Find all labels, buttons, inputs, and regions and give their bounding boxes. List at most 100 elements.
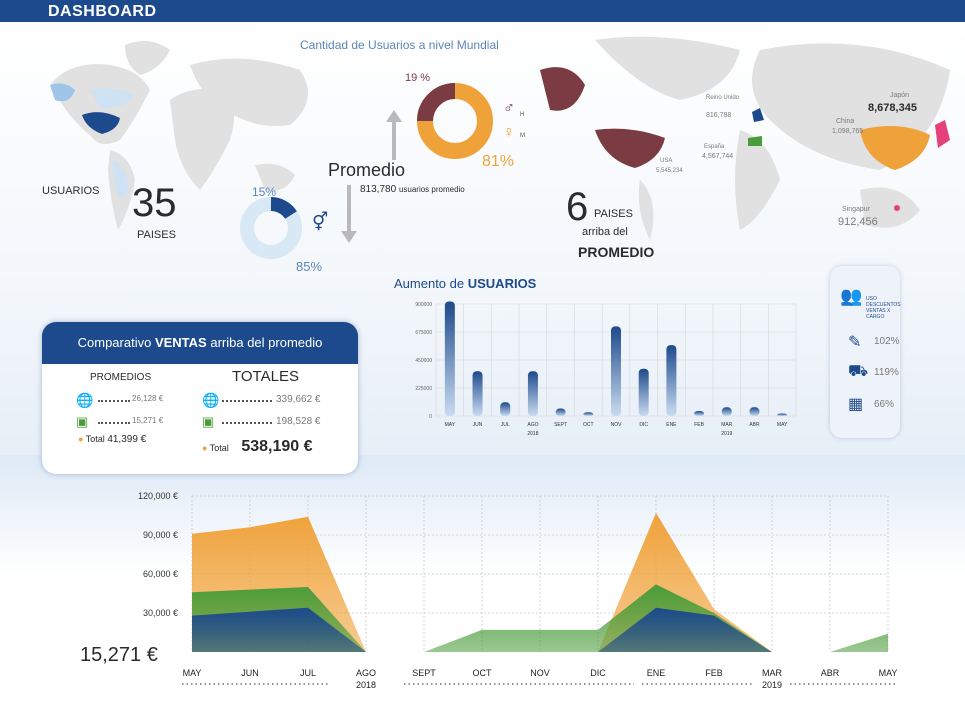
donut-big [417,83,493,159]
donut-small-top-pct: 15% [252,185,277,199]
store-icon: ▣ [76,414,89,429]
bar [472,371,483,416]
usuarios-label: USUARIOS [42,185,100,197]
prom-total-label: Total [85,434,105,444]
bar [555,408,566,416]
country-singapore-value: 912,456 [838,216,878,228]
gender-h-label: H [520,112,525,118]
world-map [50,36,950,240]
people-icon: 👥 [840,286,863,306]
donut-big-segment-h [417,83,456,122]
country-spain-name: España [704,144,725,150]
country-china-value: 1,098,765 [832,128,864,135]
donut-small-bottom-pct: 85% [296,259,323,274]
area-xtick-label: AGO [356,668,376,678]
promedio-value: 813,780 [360,184,397,195]
countries-label: PAISES [137,229,176,241]
bar-ytick-label: 450000 [415,358,432,364]
totales-label: TOTALES [232,368,299,385]
promedio-suffix: usuarios promedio [398,185,465,194]
bar-chart: 0 225000 450000 675000 900000 MAY JUN JUL AGO SEP… [415,301,797,437]
bar-xtick-label: ENE [666,422,677,428]
ventas-card: Comparativo VENTAS arriba del promedio P… [42,322,358,474]
donut-small-segment [270,197,297,220]
bar [638,368,649,416]
bar-xtick-label: MAY [777,422,788,428]
map-japan-right [935,120,950,148]
area-xtick-label: DIC [590,668,606,678]
ventas-card-header: Comparativo VENTAS arriba del promedio [42,322,358,364]
area-xtick-label: SEPT [412,668,436,678]
promedio-label: Promedio [328,160,406,180]
bar-xtick-label: JUN [473,422,483,428]
map-usa-left [82,112,120,134]
countries-count: 35 [132,181,177,225]
promedios-label: PROMEDIOS [90,372,152,383]
above-line3: PROMEDIO [578,244,655,260]
country-spain-value: 4,567,744 [702,153,734,160]
map-greenland-left [125,41,170,75]
area-ytick-label: 30,000 € [143,608,178,618]
bar [527,371,538,416]
bar-chart-title: Aumento de USUARIOS [394,276,536,291]
gender-m-label: M [520,133,525,139]
promedio-line: 813,780 usuarios promedio [360,184,465,195]
bar-xtick-label: MAR [721,422,733,428]
prom-total-value: 41,399 € [107,434,147,445]
bar-xtick-label: MAY [445,422,456,428]
ventas-title-post: arriba del promedio [210,335,323,350]
prom-web-value: 26,128 € [132,394,164,403]
web-icon-total: 🌐 [202,392,220,408]
area-xtick-label: NOV [530,668,550,678]
area-ytick-label: 90,000 € [143,530,178,540]
prom-tienda-dots [98,422,130,424]
prom-tienda-value: 15,271 € [132,416,164,425]
bar-year-label: 2018 [527,431,538,437]
bar [666,345,677,416]
bar-year-label: 2019 [721,431,732,437]
gender-icon-small: ⚥ [312,212,329,232]
bar-xtick-label: ABR [749,422,760,428]
area-xtick-label: FEB [705,668,723,678]
briefcase-icon: ⛟ [848,363,869,380]
bar [777,413,788,416]
discount-card: 👥 USO DESCUENTOS VENTAS X CARGO ✎ 102% ⛟… [830,266,901,438]
area-xtick-label: ENE [647,668,666,678]
map-africa-right [735,130,780,230]
area-ytick-label: 120,000 € [138,491,178,501]
area-xtick-label: OCT [473,668,493,678]
map-alaska-right [540,67,585,111]
bar-xtick-label: NOV [611,422,623,428]
country-uk-name: Reino Unido [706,95,740,101]
country-singapore-name: Singapur [842,206,871,213]
area-xtick-label: MAR [762,668,783,678]
big-value: 15,271 € [80,644,158,666]
above-count: 6 [566,185,589,229]
area-chart: 30,000 € 60,000 € 90,000 € 120,000 € MAY JUN J… [138,491,898,690]
area-series-2 [192,607,888,652]
country-usa-value: 5,545,234 [656,168,683,174]
female-icon: ♀ [503,124,515,141]
prom-total: ● Total 41,399 € [78,434,147,445]
bar-chart-title-bold: USUARIOS [467,276,537,291]
tot-total-value: 538,190 € [241,438,313,455]
bar-xtick-label: DIC [639,422,648,428]
map-australia-right [860,187,920,228]
bar-xtick-label: JUL [501,422,510,428]
map-singapore-right [894,205,900,211]
arrow-down-icon [341,185,357,245]
tot-total: ● Total 538,190 € [202,438,313,455]
bar-xtick-label: AGO [527,422,538,428]
bar [721,407,732,416]
bar-xtick-label: OCT [583,422,594,428]
tot-tienda-dots [222,422,272,424]
discount-item-2: 119% [874,367,899,378]
bar-ytick-label: 900000 [415,302,432,308]
map-alaska-left [50,83,75,102]
map-usa-right [595,128,665,168]
bar [611,326,621,416]
tag-icon: ✎ [848,334,862,351]
bar-ytick-label: 225000 [415,386,432,392]
map-spain-right [748,136,762,146]
lower-background [0,455,965,724]
